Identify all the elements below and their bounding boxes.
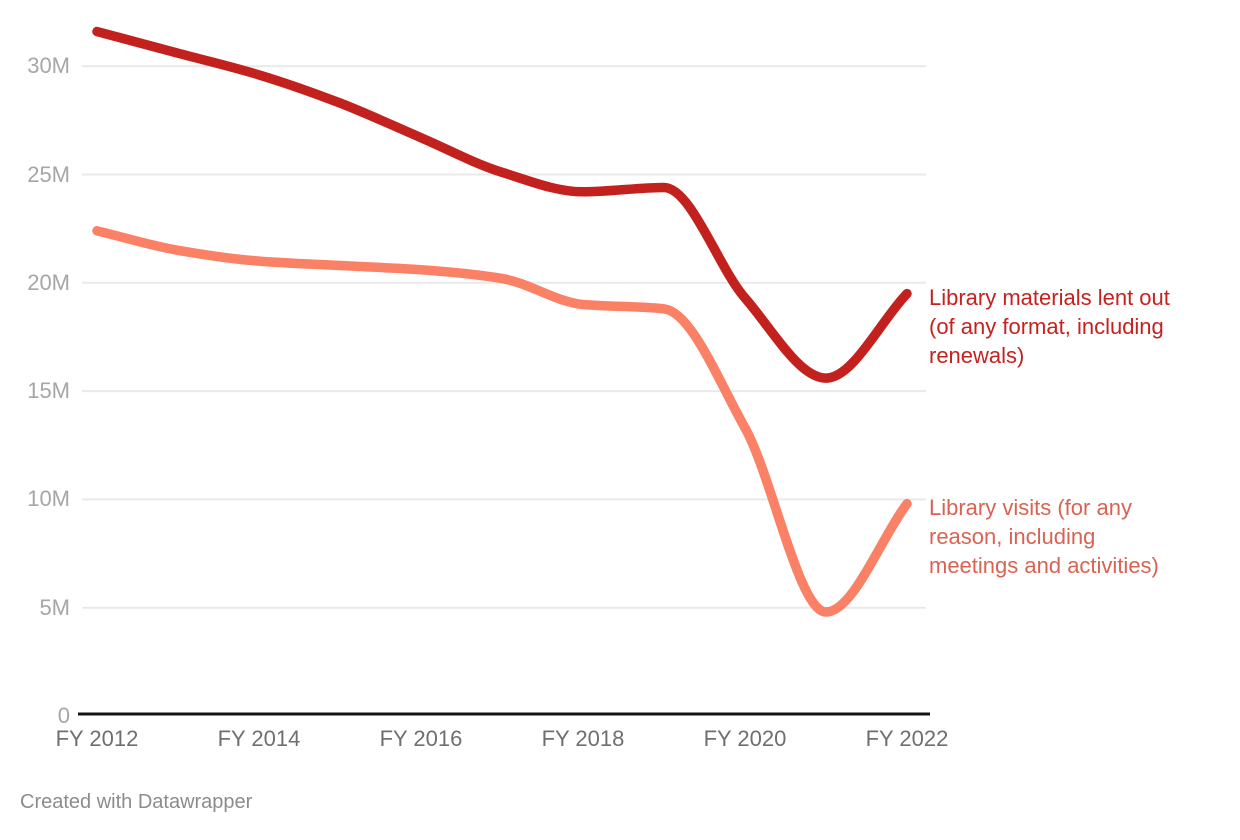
series-label-line: (of any format, including xyxy=(929,314,1164,339)
attribution-credit: Created with Datawrapper xyxy=(20,791,253,813)
series-label-line: meetings and activities) xyxy=(929,553,1159,578)
series-label-library-visits: Library visits (for any reason, including… xyxy=(929,493,1159,580)
series-label-materials-lent: Library materials lent out (of any format… xyxy=(929,283,1170,370)
series-label-line: Library visits (for any xyxy=(929,495,1132,520)
library-visits-line xyxy=(92,226,912,617)
series-label-line: reason, including xyxy=(929,524,1096,549)
materials-lent-line xyxy=(92,26,912,383)
data-lines xyxy=(92,26,912,617)
y-gridlines xyxy=(82,65,926,609)
series-label-line: Library materials lent out xyxy=(929,285,1170,310)
series-label-line: renewals) xyxy=(929,343,1025,368)
